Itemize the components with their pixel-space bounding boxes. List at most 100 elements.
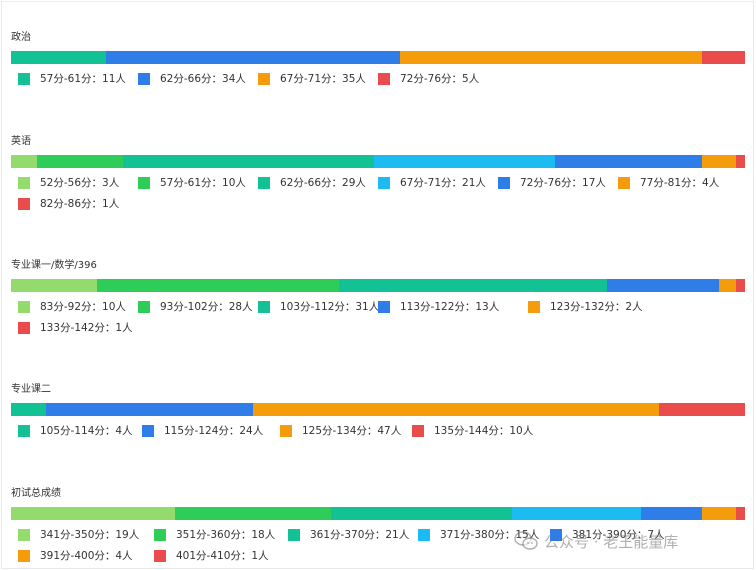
- legend-item[interactable]: 123分-132分：2人: [528, 300, 643, 314]
- legend-label: 113分-122分：13人: [400, 301, 500, 313]
- legend-swatch: [378, 177, 390, 189]
- legend-label: 401分-410分：1人: [176, 550, 269, 562]
- bar-segment[interactable]: [736, 279, 745, 292]
- legend-item[interactable]: 83分-92分：10人: [18, 300, 126, 314]
- legend-item[interactable]: 72分-76分：17人: [498, 176, 606, 190]
- wechat-icon: [514, 531, 538, 550]
- bar-segment[interactable]: [659, 403, 745, 416]
- stacked-bar: [11, 403, 745, 416]
- bar-segment[interactable]: [339, 279, 607, 292]
- bar-segment[interactable]: [123, 155, 374, 168]
- legend-item[interactable]: 57分-61分：10人: [138, 176, 246, 190]
- legend-item[interactable]: 113分-122分：13人: [378, 300, 499, 314]
- stacked-bar: [11, 507, 745, 520]
- legend-item[interactable]: 67分-71分：35人: [258, 72, 366, 86]
- bar-segment[interactable]: [175, 507, 331, 520]
- stacked-bar: [11, 155, 745, 168]
- legend-swatch: [18, 322, 30, 334]
- chart-section: 政治 57分-61分：11人 62分-66分：34人 67分-71分：35人 72分-7…: [11, 31, 745, 93]
- bar-segment[interactable]: [11, 51, 106, 64]
- bar-segment[interactable]: [11, 155, 37, 168]
- bar-segment[interactable]: [374, 155, 555, 168]
- legend-label: 105分-114分：4人: [40, 425, 133, 437]
- legend-item[interactable]: 93分-102分：28人: [138, 300, 253, 314]
- bar-segment[interactable]: [97, 279, 339, 292]
- legend-item[interactable]: 391分-400分：4人: [18, 549, 133, 563]
- legend-label: 341分-350分：19人: [40, 529, 140, 541]
- legend-swatch: [528, 301, 540, 313]
- legend-item[interactable]: 77分-81分：4人: [618, 176, 719, 190]
- legend-item[interactable]: 133分-142分：1人: [18, 321, 133, 335]
- legend-item[interactable]: 52分-56分：3人: [18, 176, 119, 190]
- stacked-bar: [11, 51, 745, 64]
- bar-segment[interactable]: [46, 403, 253, 416]
- legend-item[interactable]: 62分-66分：34人: [138, 72, 246, 86]
- legend-swatch: [288, 529, 300, 541]
- bar-segment[interactable]: [702, 155, 736, 168]
- legend-label: 82分-86分：1人: [40, 198, 120, 210]
- legend-label: 62分-66分：34人: [160, 73, 246, 85]
- legend-item[interactable]: 115分-124分：24人: [142, 424, 263, 438]
- legend-item[interactable]: 381分-390分：7人: [550, 528, 665, 542]
- legend: 341分-350分：19人 351分-360分：18人 361分-370分：21人 3…: [11, 528, 745, 570]
- legend-label: 72分-76分：5人: [400, 73, 480, 85]
- legend-label: 361分-370分：21人: [310, 529, 410, 541]
- watermark: 公众号 · 老王能量库: [514, 529, 678, 553]
- legend: 83分-92分：10人 93分-102分：28人 103分-112分：31人 113分…: [11, 300, 745, 342]
- legend: 52分-56分：3人 57分-61分：10人 62分-66分：29人 67分-71分：…: [11, 176, 745, 218]
- legend-swatch: [18, 73, 30, 85]
- legend-item[interactable]: 103分-112分：31人: [258, 300, 379, 314]
- legend-item[interactable]: 82分-86分：1人: [18, 197, 119, 211]
- legend-item[interactable]: 125分-134分：47人: [280, 424, 401, 438]
- legend-label: 67分-71分：35人: [280, 73, 366, 85]
- bar-segment[interactable]: [555, 155, 702, 168]
- legend-label: 351分-360分：18人: [176, 529, 276, 541]
- bar-segment[interactable]: [702, 51, 745, 64]
- legend-label: 67分-71分：21人: [400, 177, 486, 189]
- bar-segment[interactable]: [11, 403, 46, 416]
- bar-segment[interactable]: [37, 155, 123, 168]
- legend-item[interactable]: 72分-76分：5人: [378, 72, 479, 86]
- chart-section: 专业课二 105分-114分：4人 115分-124分：24人 125分-134分：4…: [11, 383, 745, 445]
- bar-segment[interactable]: [331, 507, 512, 520]
- bar-segment[interactable]: [400, 51, 702, 64]
- legend-swatch: [18, 550, 30, 562]
- legend-swatch: [18, 425, 30, 437]
- legend: 105分-114分：4人 115分-124分：24人 125分-134分：47人 13…: [11, 424, 745, 445]
- legend-item[interactable]: 341分-350分：19人: [18, 528, 139, 542]
- legend-item[interactable]: 105分-114分：4人: [18, 424, 133, 438]
- legend-item[interactable]: 401分-410分：1人: [154, 549, 269, 563]
- bar-segment[interactable]: [11, 507, 175, 520]
- legend-label: 125分-134分：47人: [302, 425, 402, 437]
- legend-item[interactable]: 361分-370分：21人: [288, 528, 409, 542]
- bar-segment[interactable]: [641, 507, 702, 520]
- legend-item[interactable]: 67分-71分：21人: [378, 176, 486, 190]
- bar-segment[interactable]: [736, 507, 745, 520]
- bar-segment[interactable]: [719, 279, 736, 292]
- legend-swatch: [18, 301, 30, 313]
- bar-segment[interactable]: [106, 51, 400, 64]
- legend-label: 62分-66分：29人: [280, 177, 366, 189]
- chart-title: 专业课一/数学/396: [11, 260, 97, 271]
- bar-segment[interactable]: [702, 507, 736, 520]
- legend-item[interactable]: 135分-144分：10人: [412, 424, 533, 438]
- legend-label: 123分-132分：2人: [550, 301, 643, 313]
- bar-segment[interactable]: [11, 279, 97, 292]
- legend-label: 133分-142分：1人: [40, 322, 133, 334]
- bar-segment[interactable]: [607, 279, 719, 292]
- legend-swatch: [412, 425, 424, 437]
- legend-item[interactable]: 57分-61分：11人: [18, 72, 126, 86]
- legend-swatch: [618, 177, 630, 189]
- legend-item[interactable]: 62分-66分：29人: [258, 176, 366, 190]
- bar-segment[interactable]: [253, 403, 659, 416]
- legend: 57分-61分：11人 62分-66分：34人 67分-71分：35人 72分-76分…: [11, 72, 745, 93]
- chart-section: 初试总成绩 341分-350分：19人 351分-360分：18人 361分-370分…: [11, 487, 745, 570]
- legend-swatch: [18, 177, 30, 189]
- bar-segment[interactable]: [512, 507, 641, 520]
- legend-label: 72分-76分：17人: [520, 177, 606, 189]
- legend-item[interactable]: 351分-360分：18人: [154, 528, 275, 542]
- chart-section: 英语 52分-56分：3人 57分-61分：10人 62分-66分：29人 67分-71…: [11, 135, 745, 218]
- legend-label: 103分-112分：31人: [280, 301, 380, 313]
- bar-segment[interactable]: [736, 155, 745, 168]
